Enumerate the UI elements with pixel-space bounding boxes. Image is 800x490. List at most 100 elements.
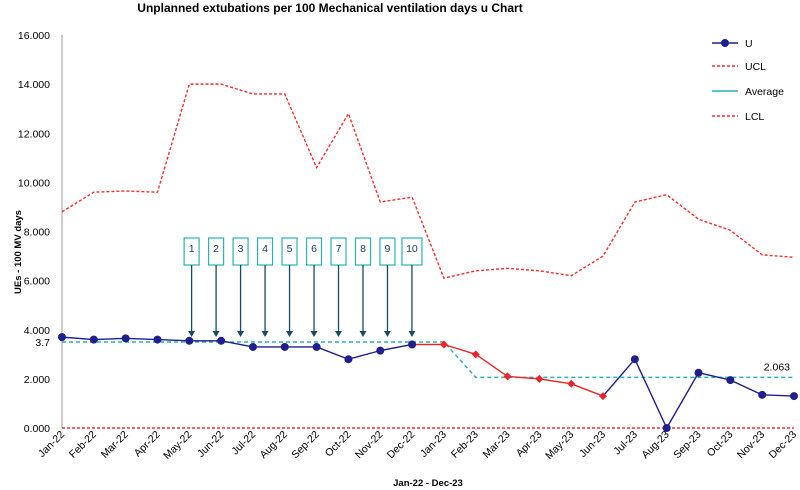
x-tick-label: Sep-23 — [671, 429, 704, 462]
legend: U UCL Average LCL — [712, 38, 784, 123]
x-tick-label: Nov-22 — [353, 429, 386, 462]
annotation-label: 6 — [311, 243, 317, 255]
annotation-label: 3 — [238, 243, 244, 255]
u-point — [726, 376, 735, 385]
annotation-label: 5 — [287, 243, 293, 255]
y-tick-label: 10.000 — [18, 177, 50, 189]
annotation-label: 9 — [385, 243, 391, 255]
legend-label-average: Average — [745, 86, 784, 98]
u-point — [121, 334, 130, 343]
u-point — [630, 355, 639, 364]
u-point — [89, 335, 98, 344]
u-line-segment — [507, 375, 540, 380]
x-axis-label: Jan-22 - Dec-23 — [393, 478, 463, 489]
u-point — [312, 342, 321, 351]
u-point-highlight — [439, 340, 448, 349]
u-line-segment — [348, 349, 381, 360]
u-line-segment — [539, 378, 572, 385]
u-point — [662, 424, 671, 432]
u-line-segment — [220, 340, 254, 348]
y-tick-label: 16.000 — [18, 30, 50, 42]
x-tick-label: Oct-23 — [705, 429, 736, 460]
x-tick-label: Jul-22 — [229, 429, 258, 458]
annotation-arrow-head — [310, 331, 318, 337]
annotation-arrow-head — [359, 331, 367, 337]
u-line-segment — [157, 338, 190, 342]
u-point-highlight — [567, 379, 576, 388]
u-line-segment — [93, 337, 126, 341]
x-tick-label: Sep-22 — [289, 429, 322, 462]
annotation-arrow-head — [188, 331, 196, 337]
x-tick-label: Mar-22 — [99, 429, 131, 461]
annotation-arrow-head — [237, 331, 245, 337]
legend-label-ucl: UCL — [745, 61, 766, 73]
u-point — [790, 392, 798, 401]
u-line-segment — [634, 358, 668, 429]
y-tick-label: 12.000 — [18, 128, 50, 140]
y-tick-label: 14.000 — [18, 79, 50, 91]
u-point — [376, 346, 385, 355]
y-tick-label: 0.000 — [24, 423, 50, 435]
legend-label-u: U — [745, 38, 753, 50]
u-point — [758, 390, 767, 399]
x-tick-label: Jun-23 — [577, 429, 608, 460]
x-tick-label: May-22 — [161, 429, 194, 462]
y-tick-label: 4.000 — [24, 325, 50, 337]
x-tick-label: Jun-22 — [195, 429, 226, 460]
data-label-start-average: 3.7 — [35, 337, 50, 349]
annotation-arrow-head — [335, 331, 343, 337]
y-axis-label: UEs - 100 MV days — [13, 210, 24, 294]
u-line-segment — [698, 372, 731, 381]
x-tick-label: Feb-22 — [67, 429, 99, 461]
x-tick-label: Jan-23 — [418, 429, 449, 460]
u-line-segment — [443, 343, 476, 355]
x-tick-label: Mar-23 — [481, 429, 513, 461]
u-line-segment — [125, 337, 158, 341]
x-tick-label: Aug-22 — [257, 429, 290, 462]
y-tick-label: 2.000 — [24, 374, 50, 386]
u-line-segment — [475, 353, 508, 377]
x-tick-label: Aug-23 — [639, 429, 672, 462]
annotation-label: 10 — [406, 243, 418, 255]
u-line-segment — [570, 383, 604, 397]
legend-marker-u — [721, 39, 729, 47]
u-point-highlight — [599, 392, 608, 401]
u-point — [248, 342, 257, 351]
u-line-segment — [602, 358, 636, 397]
annotation-label: 2 — [213, 243, 219, 255]
u-line-segment — [730, 379, 763, 396]
u-point — [58, 333, 66, 342]
annotation-arrow-head — [212, 331, 220, 337]
series-layer — [58, 83, 798, 432]
u-line-segment — [666, 372, 700, 429]
annotation-arrow-head — [383, 331, 391, 337]
u-point-highlight — [471, 350, 480, 359]
data-label-end-average: 2.063 — [764, 361, 790, 373]
chart-title: Unplanned extubations per 100 Mechanical… — [137, 1, 522, 15]
annotation-label: 1 — [189, 243, 195, 255]
annotation-label: 7 — [336, 243, 342, 255]
average-line — [62, 341, 794, 379]
annotation-arrow-head — [408, 331, 416, 337]
annotation-label: 4 — [262, 243, 268, 255]
u-point-highlight — [535, 374, 544, 383]
x-tick-label: Oct-22 — [323, 429, 354, 460]
legend-label-lcl: LCL — [745, 111, 764, 123]
x-tick-label: Dec-22 — [385, 429, 418, 462]
u-point — [694, 368, 703, 377]
u-line-segment — [762, 394, 795, 397]
x-tick-label: Apr-22 — [132, 429, 163, 460]
x-tick-label: May-23 — [543, 429, 576, 462]
annotation-arrow-head — [286, 331, 294, 337]
u-point — [153, 335, 162, 344]
u-line-segment — [380, 343, 413, 352]
x-tick-label: Feb-23 — [449, 429, 481, 461]
u-point — [344, 355, 353, 364]
x-tick-label: Apr-23 — [514, 429, 545, 460]
u-point-highlight — [503, 372, 512, 381]
y-tick-label: 6.000 — [24, 276, 50, 288]
x-tick-label: Nov-23 — [735, 429, 768, 462]
u-point — [280, 342, 289, 351]
ucl-line — [61, 83, 795, 279]
